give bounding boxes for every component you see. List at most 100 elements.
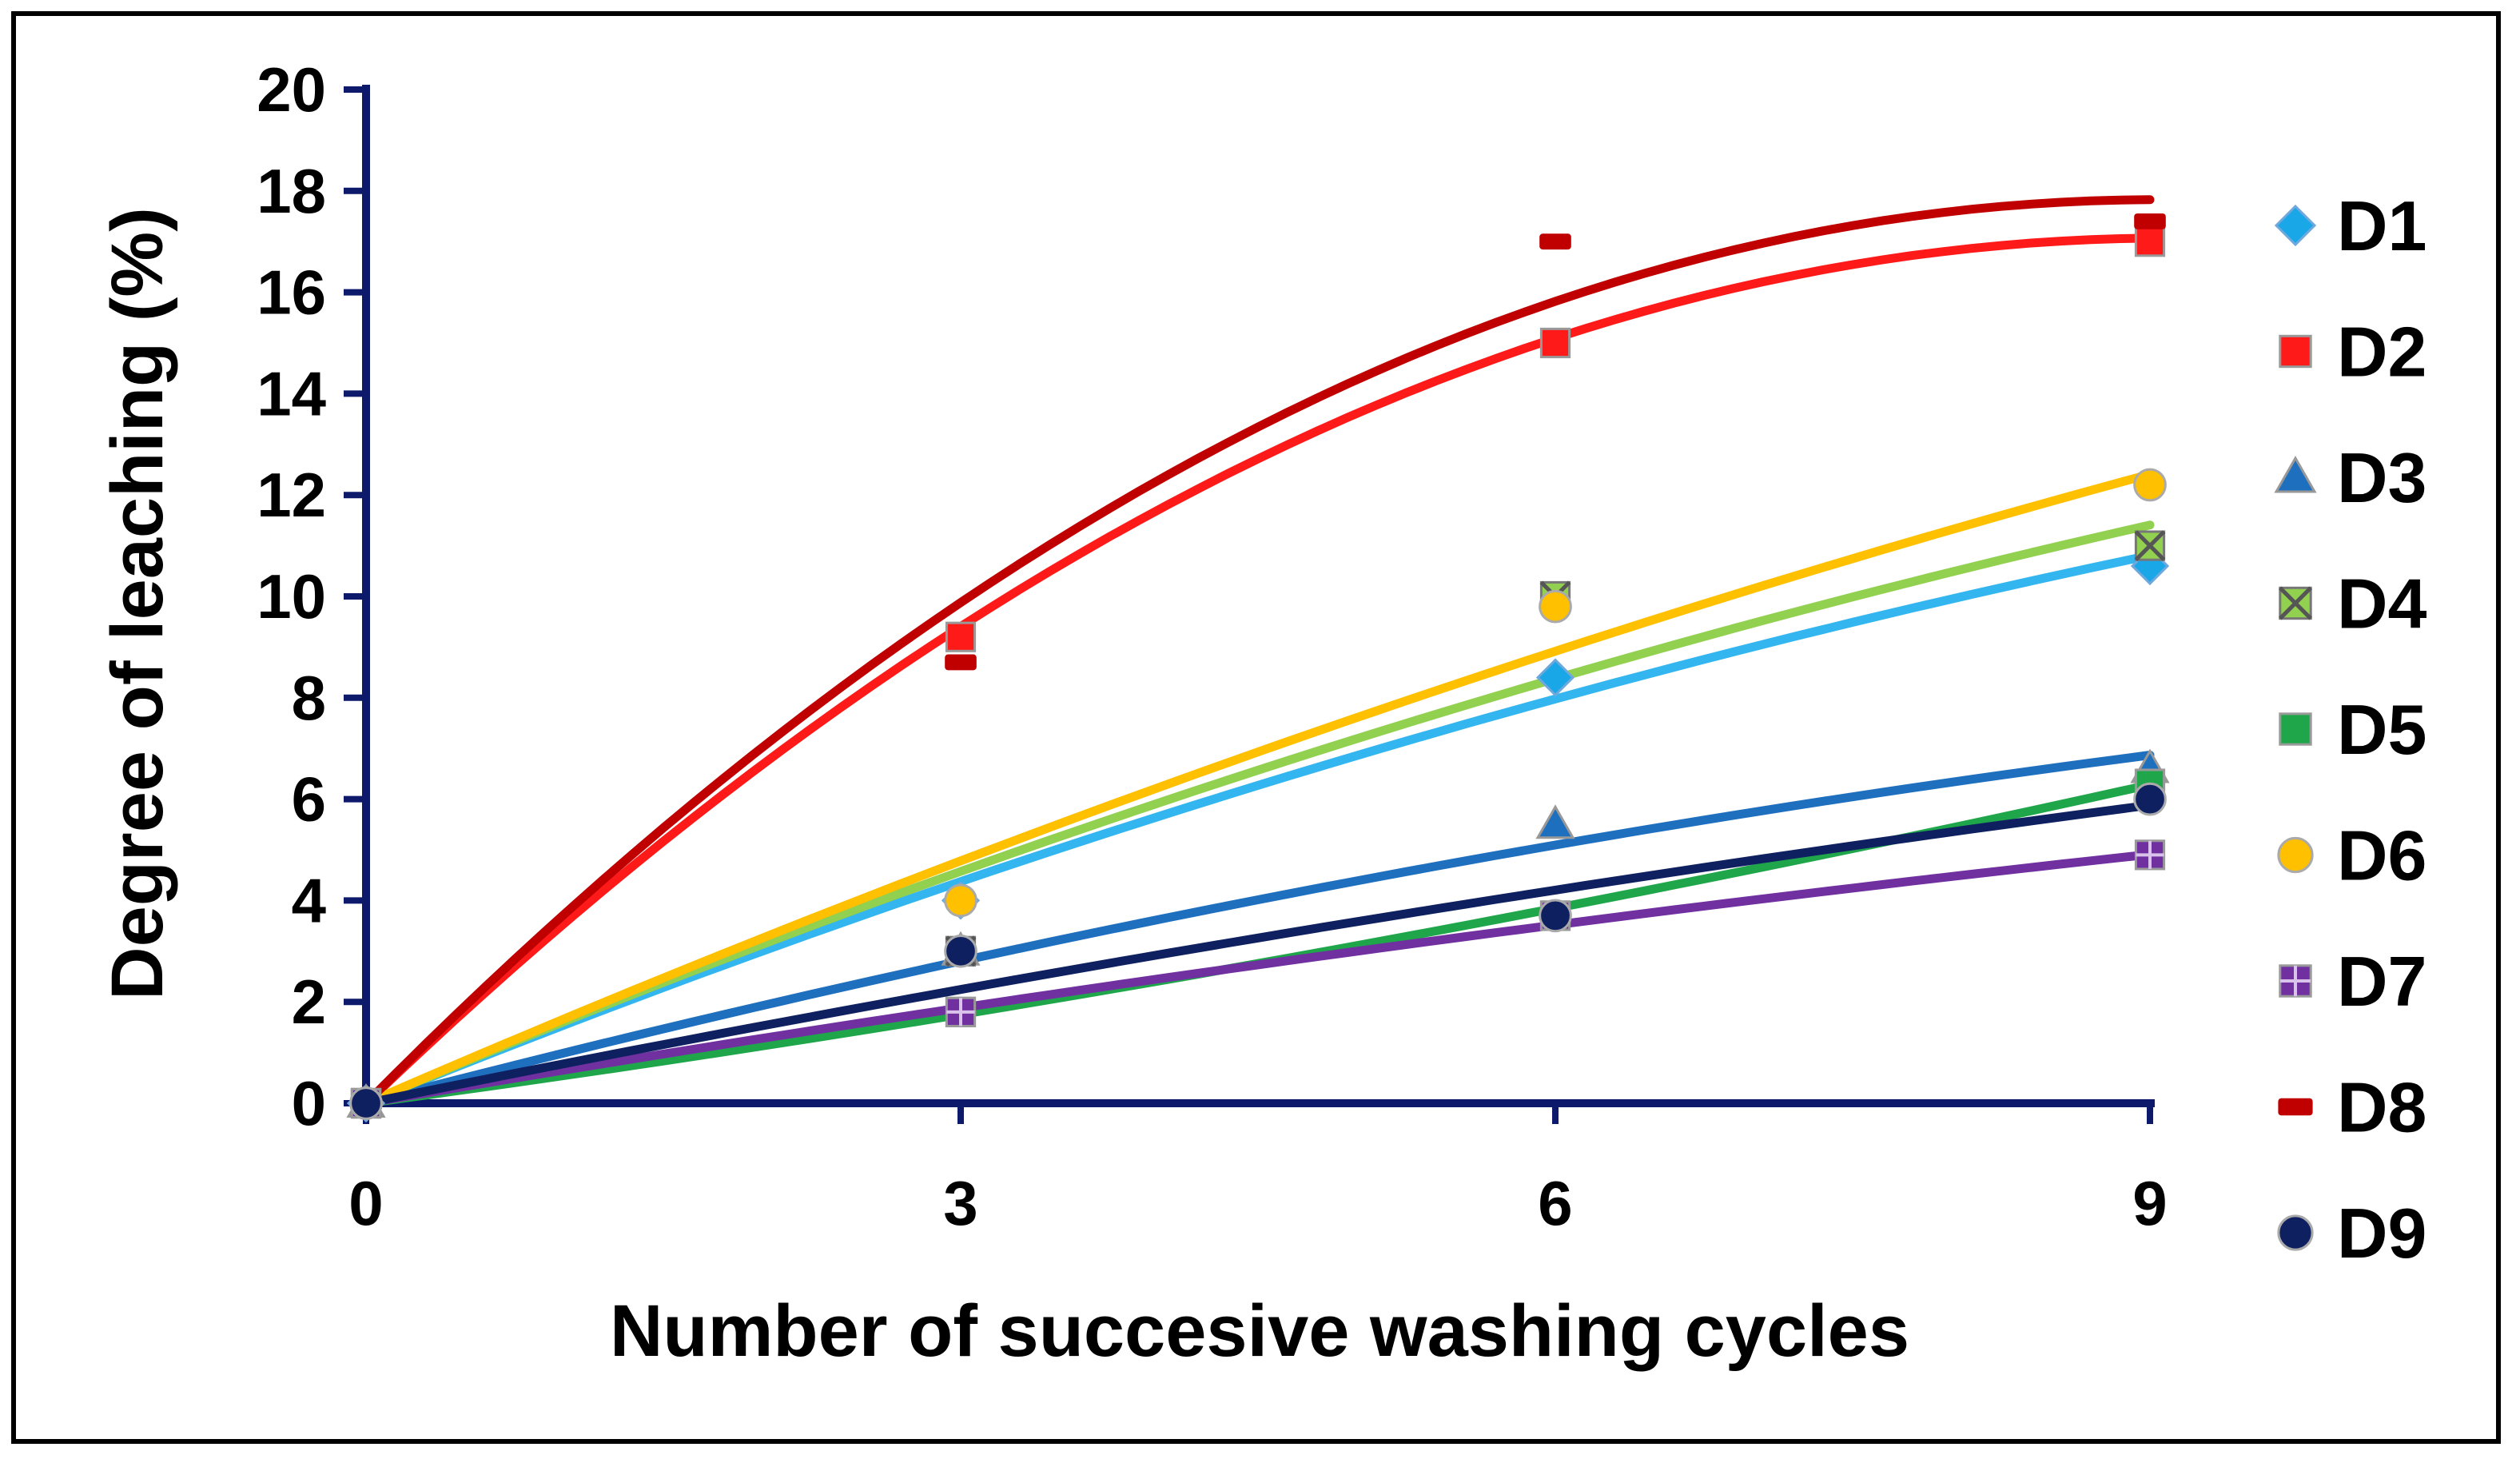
legend-marker-d9-shape bbox=[2277, 1214, 2314, 1251]
legend-item-d4: D4 bbox=[2279, 564, 2427, 644]
legend-marker-d4-cross bbox=[2279, 586, 2312, 620]
legend-marker-d5-shape bbox=[2279, 712, 2312, 746]
point-d9-0 bbox=[349, 1086, 383, 1120]
point-d6-2-shape bbox=[1539, 589, 1572, 624]
point-d2-2-shape bbox=[1539, 327, 1571, 359]
point-d9-0-shape bbox=[349, 1086, 383, 1120]
legend-marker-d2 bbox=[2279, 334, 2312, 369]
point-d2-1-shape bbox=[945, 621, 977, 652]
y-ticks: 0 2 4 6 8 10 12 14 16 18 20 bbox=[257, 54, 366, 1138]
point-d8-3-shape bbox=[2134, 213, 2166, 229]
point-d9-3-shape bbox=[2133, 782, 2167, 816]
legend-marker-d6-shape bbox=[2277, 836, 2314, 874]
point-d8-1 bbox=[945, 654, 977, 671]
point-d4-3 bbox=[2134, 530, 2166, 561]
trendline-d6 bbox=[361, 469, 2155, 1108]
point-d9-1 bbox=[944, 934, 977, 968]
point-d7-1 bbox=[945, 996, 977, 1027]
y-tick-label: 20 bbox=[257, 54, 326, 125]
x-tick-label: 3 bbox=[943, 1168, 977, 1238]
y-tick-label: 14 bbox=[257, 358, 326, 429]
point-d7-3-grid bbox=[2136, 840, 2164, 869]
legend-item-d8: D8 bbox=[2278, 1068, 2427, 1147]
legend-marker-d4 bbox=[2279, 586, 2312, 620]
point-d7-1-grid bbox=[946, 998, 975, 1026]
data-points bbox=[346, 213, 2170, 1123]
y-tick-label: 6 bbox=[292, 764, 326, 835]
y-tick-label: 2 bbox=[292, 967, 326, 1037]
legend-marker-d7 bbox=[2279, 964, 2312, 998]
legend-label-d4: D4 bbox=[2337, 564, 2427, 644]
y-tick-label: 16 bbox=[257, 257, 326, 328]
legend-marker-d7-grid bbox=[2279, 965, 2311, 997]
y-tick-label: 8 bbox=[292, 663, 326, 733]
x-tick-label: 6 bbox=[1538, 1168, 1572, 1238]
y-tick-label: 18 bbox=[257, 156, 326, 226]
legend-marker-d8-shape bbox=[2278, 1098, 2313, 1116]
point-d6-3-shape bbox=[2133, 468, 2167, 502]
point-d1-2-shape bbox=[1535, 658, 1575, 697]
legend: D1 D2 D3 D4 D5 D6 D7 D8 D9 bbox=[2274, 186, 2427, 1273]
trendline-d3 bbox=[361, 751, 2155, 1108]
point-d1-2 bbox=[1535, 658, 1575, 697]
legend-marker-d3 bbox=[2274, 455, 2317, 493]
point-d6-3 bbox=[2133, 468, 2167, 502]
point-d3-2 bbox=[1535, 804, 1575, 839]
point-d9-1-shape bbox=[944, 934, 977, 968]
point-d3-2-shape bbox=[1535, 804, 1575, 839]
legend-marker-d3-shape bbox=[2274, 455, 2317, 493]
y-tick-label: 10 bbox=[257, 561, 326, 632]
legend-marker-d6 bbox=[2277, 836, 2314, 874]
point-d8-1-shape bbox=[945, 654, 977, 671]
chart-frame bbox=[11, 11, 2501, 1444]
point-d9-2-shape bbox=[1539, 899, 1572, 933]
trendline-d9 bbox=[361, 800, 2155, 1108]
point-d2-3-shape bbox=[2134, 226, 2166, 257]
legend-label-d9: D9 bbox=[2337, 1194, 2427, 1273]
x-tick-label: 9 bbox=[2132, 1168, 2167, 1238]
legend-item-d2: D2 bbox=[2279, 313, 2427, 392]
legend-item-d9: D9 bbox=[2277, 1194, 2427, 1273]
legend-label-d1: D1 bbox=[2337, 186, 2427, 265]
trendline-d7 bbox=[361, 850, 2155, 1108]
point-d4-3-cross bbox=[2134, 530, 2166, 561]
legend-marker-d5 bbox=[2279, 712, 2312, 746]
legend-marker-d1-shape bbox=[2274, 204, 2317, 247]
point-d2-1 bbox=[945, 621, 977, 652]
legend-item-d1: D1 bbox=[2274, 186, 2427, 265]
legend-label-d6: D6 bbox=[2337, 816, 2427, 895]
point-d6-2 bbox=[1539, 589, 1572, 624]
trendline-d8 bbox=[361, 195, 2155, 1108]
point-d8-2-shape bbox=[1539, 233, 1571, 250]
point-d9-3 bbox=[2133, 782, 2167, 816]
x-tick-label: 0 bbox=[348, 1168, 383, 1238]
axes bbox=[362, 85, 2155, 1107]
legend-marker-d1 bbox=[2274, 204, 2317, 247]
legend-item-d3: D3 bbox=[2274, 438, 2427, 517]
point-d8-2 bbox=[1539, 233, 1571, 250]
legend-item-d5: D5 bbox=[2279, 690, 2427, 769]
legend-label-d3: D3 bbox=[2337, 438, 2427, 517]
legend-item-d6: D6 bbox=[2277, 816, 2427, 895]
y-tick-label: 0 bbox=[292, 1068, 326, 1138]
legend-label-d7: D7 bbox=[2337, 942, 2427, 1021]
legend-marker-d9 bbox=[2277, 1214, 2314, 1251]
y-tick-label: 4 bbox=[292, 865, 326, 935]
trendlines bbox=[361, 195, 2155, 1108]
point-d8-3 bbox=[2134, 213, 2166, 229]
point-d2-2 bbox=[1539, 327, 1571, 359]
legend-label-d8: D8 bbox=[2337, 1068, 2427, 1147]
trendline-d1 bbox=[361, 551, 2155, 1108]
x-axis-title: Number of succesive washing cycles bbox=[610, 1290, 1909, 1372]
y-tick-label: 12 bbox=[257, 460, 326, 530]
point-d6-1-shape bbox=[944, 883, 977, 918]
point-d9-2 bbox=[1539, 899, 1572, 933]
legend-item-d7: D7 bbox=[2279, 942, 2427, 1021]
trendline-d2 bbox=[361, 233, 2155, 1108]
point-d6-1 bbox=[944, 883, 977, 918]
legend-marker-d2-shape bbox=[2279, 334, 2312, 369]
x-ticks: 0 3 6 9 bbox=[348, 1103, 2168, 1238]
legend-marker-d8 bbox=[2278, 1098, 2313, 1116]
legend-label-d2: D2 bbox=[2337, 313, 2427, 392]
